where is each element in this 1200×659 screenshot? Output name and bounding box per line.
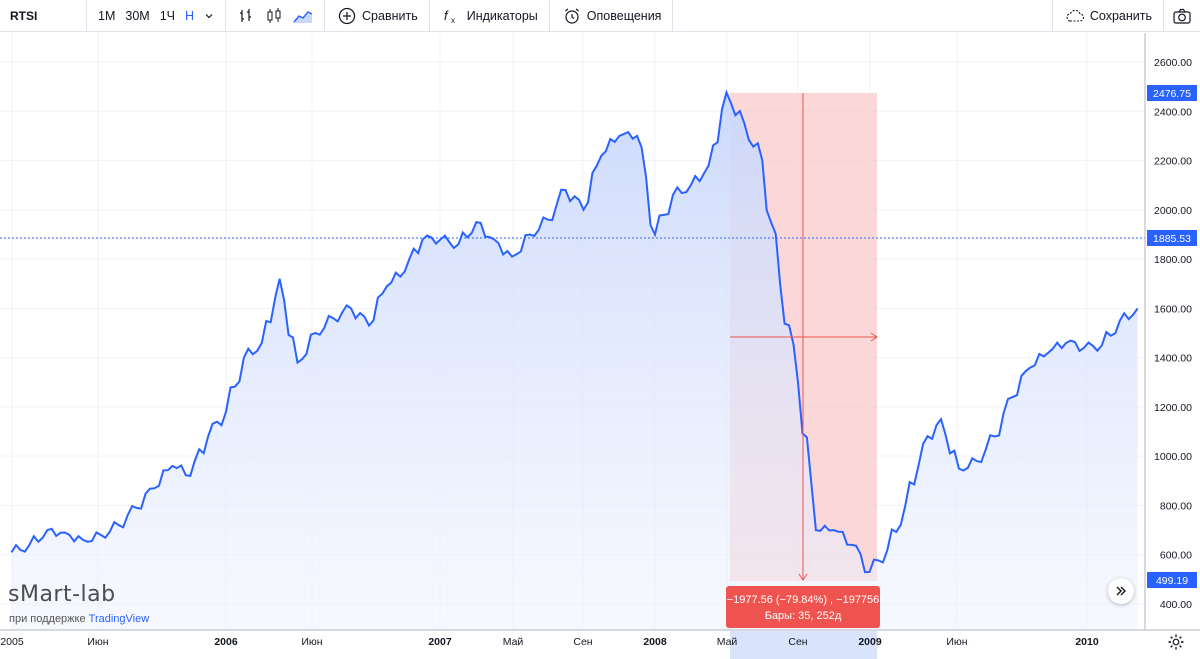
save-group: Сохранить [1051, 0, 1164, 31]
screenshot-button[interactable] [1164, 4, 1200, 28]
series-line[interactable] [10, 89, 1139, 574]
camera-icon [1173, 8, 1191, 24]
price-tick-label: 600.00 [1160, 550, 1192, 562]
high-price-label: 2476.75 [1147, 85, 1197, 101]
price-chart[interactable]: 2600.00 2400.00 2200.00 2000.00 1800.00 1600.… [0, 33, 1200, 659]
time-tick-label: 2009 [858, 636, 882, 648]
price-tick-label: 1400.00 [1154, 353, 1192, 365]
chart-type-group [226, 0, 326, 31]
plus-circle-icon [336, 5, 358, 27]
price-tick-label: 2600.00 [1154, 57, 1192, 69]
chart-container[interactable]: 2600.00 2400.00 2200.00 2000.00 1800.00 1600.… [0, 33, 1200, 659]
svg-text:499.19: 499.19 [1156, 575, 1188, 587]
time-range-highlight [730, 631, 877, 659]
alarm-clock-icon [561, 5, 583, 27]
time-tick-label: Июн [87, 636, 108, 648]
time-tick-label: 2006 [214, 636, 238, 648]
interval-week-button[interactable]: Н [185, 8, 195, 23]
smartlab-logo: sMart-lab [8, 582, 116, 607]
price-tick-label: 2200.00 [1154, 156, 1192, 168]
alerts-group: Оповещения [550, 0, 674, 31]
time-tick-label: Июн [946, 636, 967, 648]
measure-lines [730, 93, 878, 581]
alerts-button[interactable]: Оповещения [556, 4, 667, 28]
chart-settings-button[interactable] [1166, 632, 1186, 652]
area-chart-icon [293, 10, 313, 23]
time-tick-label: 2008 [643, 636, 667, 648]
bar-chart-icon [240, 8, 252, 22]
save-button[interactable]: Сохранить [1059, 4, 1157, 28]
interval-dropdown-button[interactable] [199, 4, 219, 28]
symbol-name[interactable]: RTSI [0, 0, 87, 31]
time-tick-label: 2010 [1075, 636, 1099, 648]
interval-1h-button[interactable]: 1Ч [159, 8, 175, 23]
powered-by-text: при поддержке TradingView [9, 613, 149, 625]
svg-text:f: f [444, 8, 449, 23]
crosshair-price-label: 1885.53 [1147, 230, 1197, 246]
series-area-fill [11, 92, 1138, 630]
price-tick-label: 2000.00 [1154, 205, 1192, 217]
price-tick-label: 1600.00 [1154, 303, 1192, 315]
price-tick-label: 1000.00 [1154, 451, 1192, 463]
interval-1m-button[interactable]: 1М [98, 8, 116, 23]
compare-group: Сравнить [325, 0, 430, 31]
tradingview-link[interactable]: TradingView [88, 613, 150, 625]
svg-text:2476.75: 2476.75 [1153, 88, 1191, 100]
candlestick-icon [267, 7, 281, 23]
gear-icon [1168, 634, 1184, 650]
candlestick-button[interactable] [260, 4, 288, 28]
area-chart-button[interactable] [288, 4, 318, 28]
time-tick-label: Сен [788, 636, 807, 648]
bar-chart-button[interactable] [232, 4, 260, 28]
last-price-label: 499.19 [1147, 572, 1197, 588]
time-tick-label: Июн [301, 636, 322, 648]
time-tick-label: Сен [573, 636, 592, 648]
powered-prefix: при поддержке [9, 613, 89, 625]
measure-tooltip: −1977.56 (−79.84%) , −197756 Бары: 35, 2… [726, 586, 880, 628]
indicators-label: Индикаторы [466, 8, 538, 23]
save-label: Сохранить [1089, 8, 1152, 23]
cloud-icon [1064, 5, 1086, 27]
price-tick-label: 400.00 [1160, 599, 1192, 611]
time-tick-label: Май [503, 636, 524, 648]
measure-change-text: −1977.56 (−79.84%) , −197756 [726, 594, 880, 606]
price-tick-label: 1800.00 [1154, 254, 1192, 266]
measure-bars-text: Бары: 35, 252д [764, 610, 842, 622]
time-axis[interactable]: 2005 Июн 2006 Июн 2007 Май Сен 2008 Май Сен 2009 Ию… [0, 636, 1099, 648]
interval-group: 1М 30М 1Ч Н [87, 0, 227, 31]
time-tick-label: 2005 [0, 636, 24, 648]
price-tick-label: 2400.00 [1154, 106, 1192, 118]
price-tick-label: 1200.00 [1154, 402, 1192, 414]
toolbar-right: Сохранить [1051, 0, 1200, 31]
price-tick-label: 800.00 [1160, 500, 1192, 512]
svg-text:x: x [451, 16, 455, 25]
chevron-down-icon [205, 13, 213, 18]
price-axis[interactable]: 2600.00 2400.00 2200.00 2000.00 1800.00 1600.… [1154, 57, 1192, 611]
interval-30m-button[interactable]: 30М [125, 8, 150, 23]
time-tick-label: Май [717, 636, 738, 648]
alerts-label: Оповещения [586, 8, 662, 23]
compare-button[interactable]: Сравнить [331, 4, 423, 28]
scroll-to-realtime-button[interactable] [1108, 578, 1134, 604]
compare-label: Сравнить [362, 8, 418, 23]
svg-text:1885.53: 1885.53 [1153, 233, 1191, 245]
time-tick-label: 2007 [428, 636, 452, 648]
double-chevron-right-icon [1116, 586, 1126, 596]
